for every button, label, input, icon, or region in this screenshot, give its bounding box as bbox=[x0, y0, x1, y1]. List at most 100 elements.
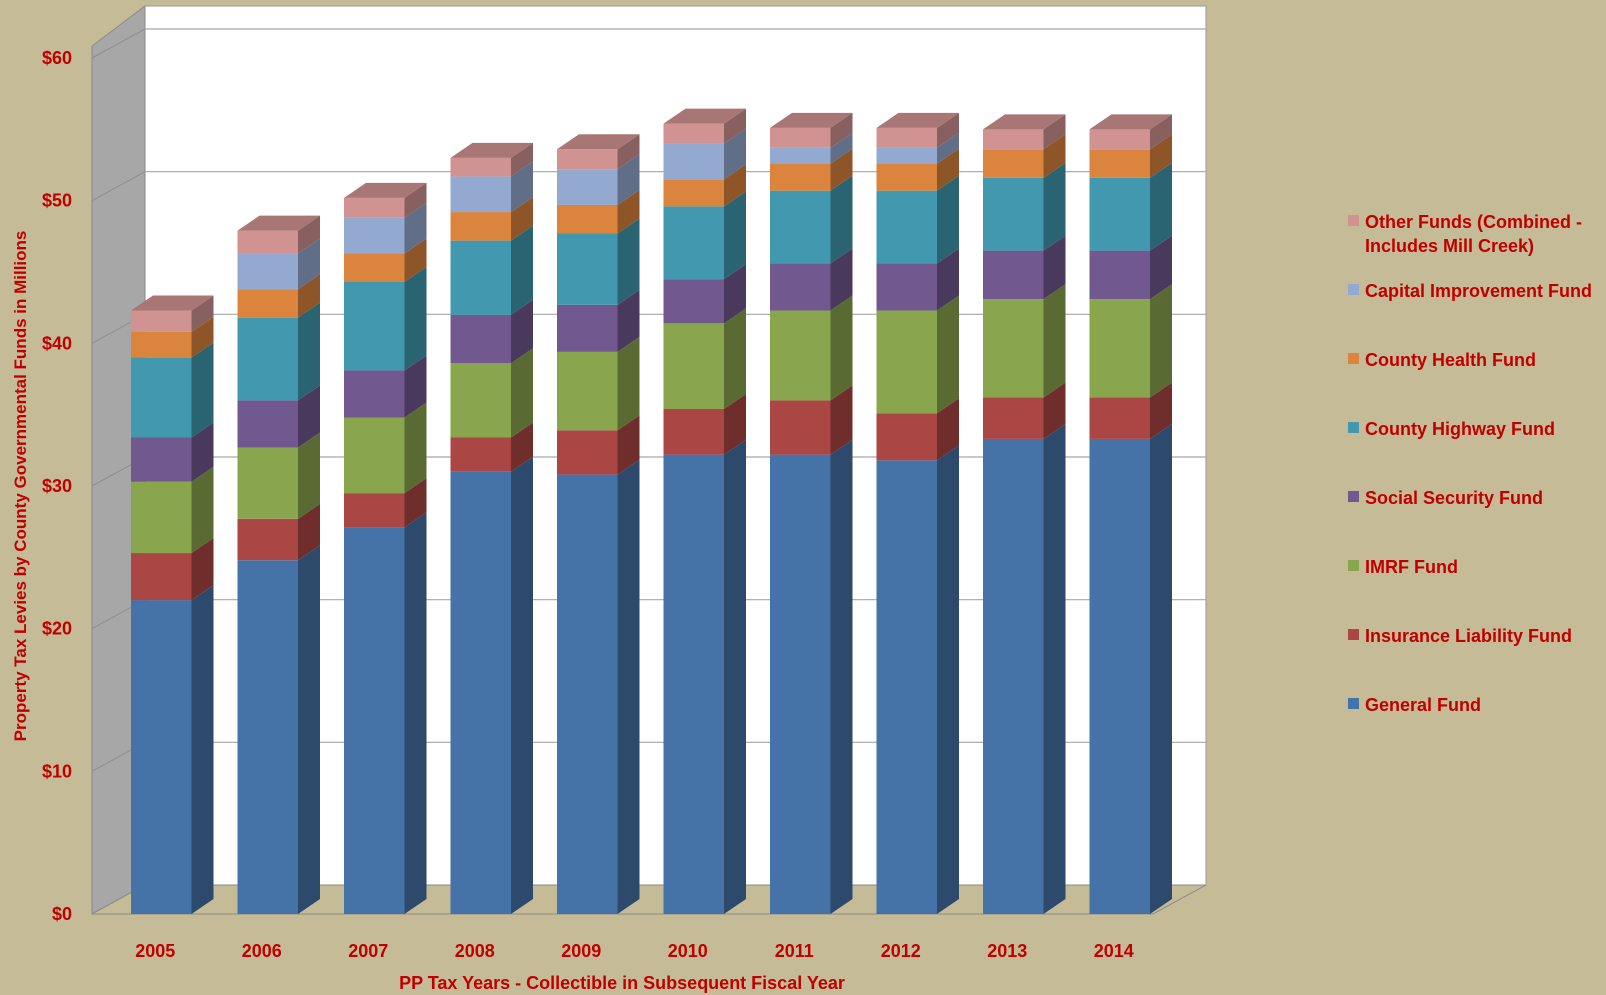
bar-side-face bbox=[298, 432, 320, 519]
bar-segment bbox=[1089, 162, 1172, 251]
bar-front-face bbox=[344, 417, 405, 494]
bar-front-face bbox=[450, 240, 511, 315]
legend-label: County Health Fund bbox=[1365, 350, 1536, 370]
bar-front-face bbox=[557, 304, 618, 352]
bar-side-face bbox=[830, 112, 853, 148]
bar-front-face bbox=[450, 176, 511, 213]
bar-side-face bbox=[1150, 284, 1172, 398]
legend-swatch bbox=[1348, 422, 1359, 433]
bar-front-face bbox=[237, 317, 298, 401]
bar-segment bbox=[237, 432, 320, 519]
y-tick-label: $50 bbox=[42, 191, 72, 211]
bar-front-face bbox=[450, 212, 511, 241]
bar-front-face bbox=[876, 190, 937, 264]
bar-side-face bbox=[830, 132, 853, 164]
bar-front-face bbox=[237, 447, 298, 519]
bar-front-face bbox=[770, 454, 831, 914]
legend-item: County Highway Fund bbox=[1348, 417, 1603, 441]
bar-side-face bbox=[830, 248, 853, 311]
bar-segment bbox=[770, 248, 853, 311]
bar-front-face bbox=[557, 204, 618, 234]
bar-segment bbox=[237, 238, 320, 290]
bar-segment bbox=[450, 299, 533, 364]
bar-segment bbox=[131, 585, 214, 914]
bar-stack-2013 bbox=[983, 114, 1066, 914]
legend-swatch bbox=[1348, 215, 1359, 226]
bar-stack-2007 bbox=[344, 182, 427, 914]
bar-front-face bbox=[450, 314, 511, 364]
bar-side-face bbox=[617, 336, 640, 431]
bar-front-face bbox=[663, 323, 724, 409]
bar-segment bbox=[983, 114, 1066, 150]
bar-side-face bbox=[937, 112, 959, 148]
bar-top-face bbox=[1089, 114, 1172, 130]
bar-front-face bbox=[344, 197, 405, 218]
legend-label: IMRF Fund bbox=[1365, 557, 1458, 577]
bar-segment bbox=[770, 112, 853, 148]
x-tick-labels: 2005 2006 2007 2008 2009 2010 2011 2012 2013 2014 bbox=[135, 941, 1134, 961]
bar-segment bbox=[344, 238, 427, 282]
bar-segment bbox=[557, 154, 640, 205]
bar-side-face bbox=[1043, 382, 1066, 439]
bar-front-face bbox=[876, 413, 937, 461]
bar-side-face bbox=[404, 202, 427, 254]
x-tick-label: 2014 bbox=[1094, 941, 1134, 961]
bar-side-face bbox=[617, 154, 640, 205]
bar-front-face bbox=[557, 149, 618, 170]
x-tick-label: 2011 bbox=[775, 941, 814, 961]
bar-front-face bbox=[131, 481, 192, 554]
bar-front-face bbox=[450, 471, 511, 914]
bar-front-face bbox=[1089, 438, 1150, 914]
bar-side-face bbox=[937, 295, 959, 414]
bar-side-face bbox=[298, 545, 320, 914]
bar-side-face bbox=[937, 398, 959, 461]
bar-side-face bbox=[1150, 382, 1172, 439]
bar-side-face bbox=[1150, 162, 1172, 251]
legend-label: Other Funds (Combined - Includes Mill Cr… bbox=[1365, 212, 1582, 256]
bar-front-face bbox=[557, 474, 618, 914]
x-tick-label: 2013 bbox=[987, 941, 1027, 961]
bar-top-face bbox=[344, 182, 427, 198]
bar-side-face bbox=[937, 175, 959, 264]
bar-front-face bbox=[983, 250, 1044, 300]
legend-label: General Fund bbox=[1365, 695, 1482, 715]
bar-front-face bbox=[663, 408, 724, 455]
bar-top-face bbox=[983, 114, 1066, 130]
bar-top-face bbox=[663, 108, 746, 124]
bar-segment bbox=[770, 295, 853, 401]
bar-side-face bbox=[511, 348, 533, 438]
bar-top-face bbox=[876, 112, 959, 128]
bar-front-face bbox=[344, 253, 405, 282]
bar-side-face bbox=[511, 142, 533, 177]
bar-side-face bbox=[191, 316, 214, 358]
bar-segment bbox=[237, 385, 320, 448]
bar-side-face bbox=[937, 132, 959, 164]
bar-side-face bbox=[191, 538, 214, 601]
bar-segment bbox=[770, 175, 853, 264]
bar-segment bbox=[557, 189, 640, 234]
bar-front-face bbox=[344, 370, 405, 418]
bar-front-face bbox=[1089, 397, 1150, 439]
bar-top-face bbox=[557, 134, 640, 150]
bar-front-face bbox=[131, 357, 192, 438]
bar-stack-2009 bbox=[557, 134, 640, 914]
bar-side-face bbox=[724, 108, 746, 144]
bars bbox=[131, 108, 1172, 914]
bar-segment bbox=[131, 466, 214, 554]
legend-swatch bbox=[1348, 560, 1359, 571]
bar-stack-2005 bbox=[131, 295, 214, 914]
bar-segment bbox=[1089, 423, 1172, 914]
bar-front-face bbox=[876, 163, 937, 191]
bar-segment bbox=[983, 423, 1066, 914]
bar-segment bbox=[876, 112, 959, 148]
bar-front-face bbox=[663, 179, 724, 207]
bar-front-face bbox=[876, 263, 937, 311]
bar-segment bbox=[557, 134, 640, 170]
bar-front-face bbox=[131, 437, 192, 482]
bar-segment bbox=[131, 342, 214, 438]
bar-front-face bbox=[450, 437, 511, 472]
bar-segment bbox=[131, 422, 214, 482]
bar-segment bbox=[344, 202, 427, 254]
